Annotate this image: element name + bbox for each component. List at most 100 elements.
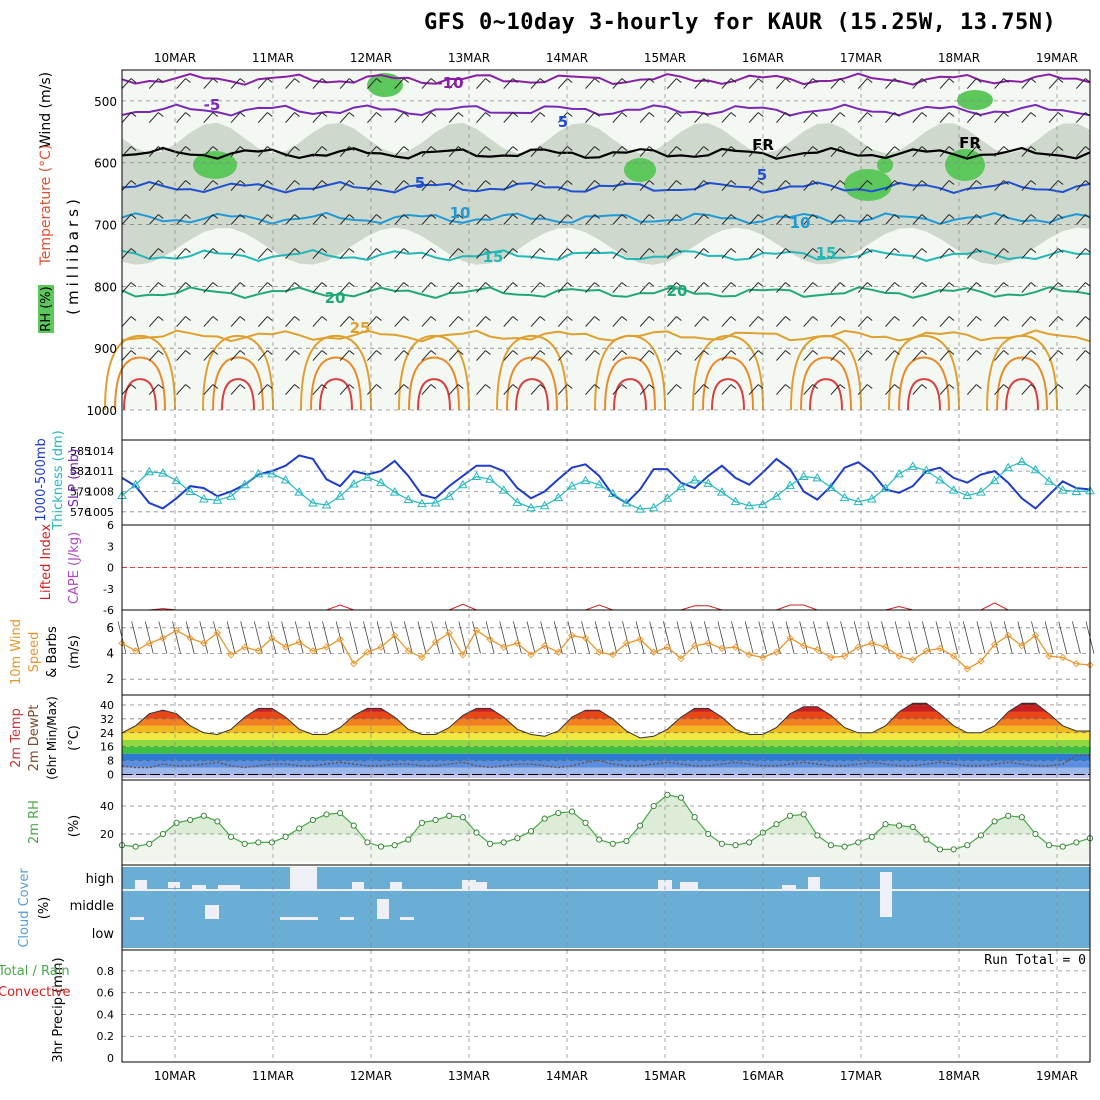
- wind-barb: [994, 384, 1004, 395]
- wind-barb-flag: [212, 112, 219, 117]
- thickness-tick-label: 582: [70, 465, 91, 478]
- cloud-cover-cell: [135, 880, 147, 889]
- wind-barb: [257, 248, 268, 259]
- wind-title-2: Speed: [27, 632, 42, 673]
- rh2m-tick-label: 40: [100, 800, 114, 813]
- wind-speed-point: [840, 652, 849, 660]
- wind-barb-flag: [185, 112, 191, 117]
- wind-barb: [176, 146, 186, 157]
- slp-point: [717, 487, 727, 496]
- wind-barb: [1075, 282, 1086, 293]
- wind10m-barb: [840, 621, 849, 654]
- bottom-date-label: 17MAR: [840, 1069, 882, 1083]
- wind-barb: [1021, 316, 1032, 327]
- wind10m-barb: [594, 621, 604, 654]
- isotherm-label: FR: [959, 134, 981, 152]
- wind-barb-flag: [457, 384, 464, 389]
- wind-barb-flag: [921, 112, 928, 117]
- isotherm-arc: [613, 378, 647, 411]
- slp-point: [239, 479, 250, 489]
- slp-point: [321, 500, 332, 509]
- wind-barb: [476, 384, 486, 395]
- wind10m-barb: [308, 621, 318, 654]
- wind-barb-flag: [948, 112, 955, 117]
- wind-barb: [666, 384, 677, 395]
- temp-title-2: 2m DewPt: [27, 705, 42, 772]
- wind-barb-flag: [457, 180, 464, 185]
- wind-barb-flag: [757, 214, 764, 219]
- wind-barb-flag: [539, 180, 546, 185]
- wind-barb-flag: [703, 214, 709, 219]
- rh2m-point: [527, 828, 535, 835]
- wind-speed-point: [922, 647, 931, 655]
- wind-barb: [557, 384, 568, 395]
- rh2m-point: [650, 802, 657, 810]
- wind-barb: [857, 78, 868, 89]
- wind-barb: [503, 180, 514, 191]
- rh2m-point: [405, 836, 412, 843]
- slp-point: [853, 496, 864, 506]
- wind-barb: [612, 282, 623, 293]
- bottom-date-label: 18MAR: [938, 1069, 980, 1083]
- slp-point: [1044, 476, 1054, 485]
- wind-barb: [776, 214, 786, 225]
- wind-barb-flag: [839, 146, 846, 151]
- lifted-index-tick-label: 6: [107, 519, 114, 532]
- rh2m-point: [800, 811, 807, 818]
- wind-barb-flag: [894, 112, 900, 117]
- wind-barb: [721, 112, 732, 123]
- bottom-date-label: 11MAR: [252, 1069, 294, 1083]
- wind-barb-flag: [812, 214, 819, 219]
- wind-barb-flag: [485, 350, 491, 355]
- wind-barb: [666, 180, 677, 191]
- isotherm-arc: [809, 378, 843, 411]
- wind-barb-flag: [267, 146, 273, 151]
- wind-barb-flag: [512, 316, 519, 321]
- wind-barb: [448, 384, 459, 395]
- wind-barb-flag: [239, 282, 246, 287]
- wind-barb-flag: [839, 214, 846, 219]
- wind-barb: [912, 350, 923, 361]
- wind10m-barb: [1071, 621, 1081, 654]
- wind-barb-flag: [403, 180, 409, 185]
- wind-speed-point: [868, 639, 876, 647]
- wind-barb-flag: [866, 350, 873, 355]
- wind-barb-flag: [921, 214, 928, 219]
- wind-barb: [1075, 316, 1086, 327]
- wind-barb: [585, 282, 595, 293]
- wind-barb: [394, 282, 405, 293]
- rh2m-point: [637, 822, 644, 829]
- wind-barb: [1021, 384, 1032, 395]
- wind-barb: [230, 180, 241, 191]
- wind-speed-point: [377, 643, 385, 651]
- wind-barb-flag: [975, 384, 982, 389]
- wind-barb: [803, 78, 814, 89]
- wind-barb: [830, 384, 841, 395]
- wind-barb: [503, 316, 514, 327]
- slp-point: [662, 493, 673, 502]
- wind10m-barb: [444, 621, 454, 654]
- wind-barb-flag: [648, 214, 655, 219]
- slp-point: [812, 472, 823, 482]
- wind-barb-flag: [348, 282, 355, 287]
- wind-barb-flag: [294, 214, 300, 219]
- slp-point: [962, 490, 973, 500]
- wind-barb: [421, 214, 432, 225]
- wind-barb: [203, 316, 214, 327]
- rh2m-point: [677, 794, 685, 801]
- slp-point: [989, 475, 1000, 485]
- wind-barb-flag: [648, 146, 655, 151]
- temp-tick-label: 40: [100, 699, 114, 712]
- wind10m-barb: [458, 621, 468, 654]
- wind-barb-flag: [730, 350, 737, 355]
- wind-speed-point: [268, 634, 276, 642]
- wind-barb-flag: [812, 316, 819, 321]
- wind-barb-flag: [321, 248, 328, 253]
- slp-point: [294, 487, 305, 496]
- wind-barb: [1048, 384, 1059, 395]
- slp-point: [498, 485, 509, 494]
- rh2m-point: [282, 833, 289, 840]
- wind-speed-point: [431, 638, 440, 646]
- wind-speed-point: [663, 643, 671, 651]
- cloud-cover-cell: [808, 877, 820, 890]
